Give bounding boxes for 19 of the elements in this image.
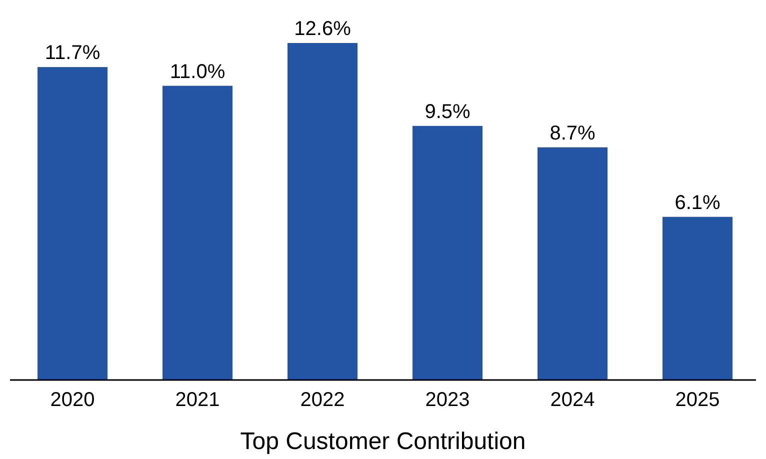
bar <box>538 147 608 380</box>
x-tick-label: 2025 <box>675 389 720 412</box>
x-tick-label: 2022 <box>300 389 345 412</box>
bar <box>38 67 108 380</box>
data-label: 11.0% <box>170 60 226 83</box>
bar <box>162 86 232 380</box>
x-tick-label: 2023 <box>425 389 470 412</box>
data-label: 9.5% <box>424 100 471 123</box>
data-label: 6.1% <box>674 192 721 214</box>
x-tick-label: 2021 <box>175 389 220 412</box>
x-tick-label: 2024 <box>550 389 595 412</box>
x-axis-title: Top Customer Contribution <box>240 428 526 455</box>
data-label: 12.6% <box>294 18 352 40</box>
bar <box>662 216 732 380</box>
bar <box>412 126 482 380</box>
x-tick-label: 2020 <box>50 389 95 412</box>
data-label: 11.7% <box>44 42 100 64</box>
data-label: 8.7% <box>550 122 596 144</box>
bar <box>288 43 358 380</box>
